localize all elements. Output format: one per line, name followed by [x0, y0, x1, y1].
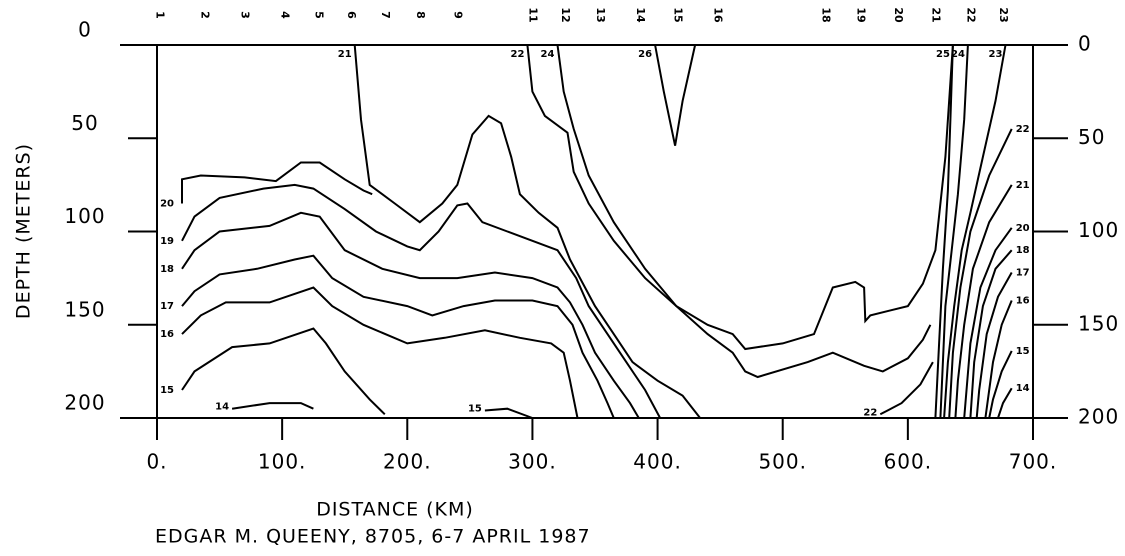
contour-label: 14	[215, 402, 229, 413]
contour-label: 21	[1016, 180, 1030, 191]
x-tick-label: 500.	[758, 450, 807, 474]
contour-line	[181, 211, 640, 419]
x-tick-label: 0.	[146, 450, 167, 474]
contour-label: 22	[1016, 124, 1030, 135]
station-label: 11	[526, 7, 539, 22]
contour-line	[181, 161, 373, 204]
contour-label: 22	[863, 407, 877, 418]
station-label: 14	[634, 7, 647, 23]
contour-label: 20	[1016, 223, 1030, 234]
contour-label: 15	[160, 385, 174, 396]
contour-label: 17	[1016, 268, 1030, 279]
station-label: 6	[345, 11, 358, 19]
contour-line	[997, 387, 1013, 419]
y-tick-label: 150	[64, 297, 105, 321]
contour-label: 20	[160, 199, 174, 210]
contour-line	[181, 286, 579, 419]
station-label: 15	[672, 7, 685, 22]
station-label: 18	[819, 7, 832, 22]
contour-line	[939, 44, 969, 419]
contour-line	[181, 254, 615, 419]
station-label: 16	[712, 7, 725, 23]
x-tick-label: 700.	[1009, 450, 1058, 474]
y2-tick-label: 100	[1078, 218, 1119, 242]
contour-line	[181, 183, 661, 419]
contour-line	[654, 44, 697, 146]
y2-tick-label: 0	[1078, 32, 1092, 56]
contour-line	[948, 128, 1013, 419]
y-axis-title: DEPTH (METERS)	[13, 143, 35, 319]
y-tick-label: 0	[78, 18, 92, 42]
y2-tick-label: 50	[1078, 125, 1105, 149]
x-tick-label: 600.	[884, 450, 933, 474]
y-tick-label: 200	[64, 391, 105, 415]
y2-tick-label: 150	[1078, 311, 1119, 335]
contour-line	[934, 44, 954, 419]
station-label: 3	[239, 11, 252, 19]
contour-label: 15	[468, 404, 482, 415]
station-label: 4	[279, 11, 292, 19]
x-tick-label: 400.	[633, 450, 682, 474]
contour-line	[984, 300, 1013, 419]
contour-label: 26	[638, 49, 652, 60]
contour-line	[963, 227, 1013, 419]
contour-line	[954, 184, 1013, 419]
contour-label: 16	[160, 329, 174, 340]
contour-line	[975, 272, 1013, 419]
contour-label: 25	[936, 49, 950, 60]
x-tick-label: 100.	[258, 450, 307, 474]
x-tick-label: 300.	[508, 450, 557, 474]
station-label: 9	[451, 11, 464, 19]
contour-line	[879, 361, 934, 416]
station-label: 2	[199, 11, 212, 19]
station-label: 21	[929, 7, 942, 22]
contour-label: 19	[160, 236, 174, 247]
contour-label: 15	[1016, 346, 1030, 357]
x-tick-label: 200.	[383, 450, 432, 474]
contour-line	[353, 44, 701, 419]
contour-label: 24	[541, 49, 555, 60]
station-label: 22	[964, 7, 977, 22]
contour-line	[556, 44, 932, 379]
station-label: 13	[594, 7, 607, 22]
station-label: 12	[559, 7, 572, 22]
station-label: 23	[997, 7, 1010, 22]
x-axis-title: DISTANCE (KM)	[316, 499, 474, 521]
contour-line	[969, 249, 1013, 419]
contour-label: 14	[1016, 383, 1030, 394]
contour-label: 18	[160, 264, 174, 275]
contour-label: 22	[511, 49, 525, 60]
contour-label: 18	[1016, 245, 1030, 256]
contour-line	[988, 350, 1013, 419]
contour-line	[526, 44, 954, 351]
y-tick-label: 50	[71, 111, 98, 135]
contour-label: 21	[338, 49, 352, 60]
station-label: 19	[854, 7, 867, 22]
contour-label: 24	[951, 49, 965, 60]
contour-label: 23	[989, 49, 1003, 60]
y-tick-label: 100	[64, 204, 105, 228]
contour-line	[484, 407, 533, 419]
contour-line	[943, 44, 1007, 419]
station-label: 1	[154, 11, 167, 19]
contour-label: 16	[1016, 296, 1030, 307]
station-label: 8	[414, 11, 427, 19]
caption: EDGAR M. QUEENY, 8705, 6-7 APRIL 1987	[155, 526, 591, 548]
station-label: 7	[379, 11, 392, 19]
contour-line	[181, 327, 386, 416]
contour-label: 17	[160, 301, 174, 312]
contour-line	[231, 402, 314, 410]
station-label: 20	[892, 7, 905, 23]
station-label: 5	[312, 11, 325, 19]
y2-tick-label: 200	[1078, 405, 1119, 429]
